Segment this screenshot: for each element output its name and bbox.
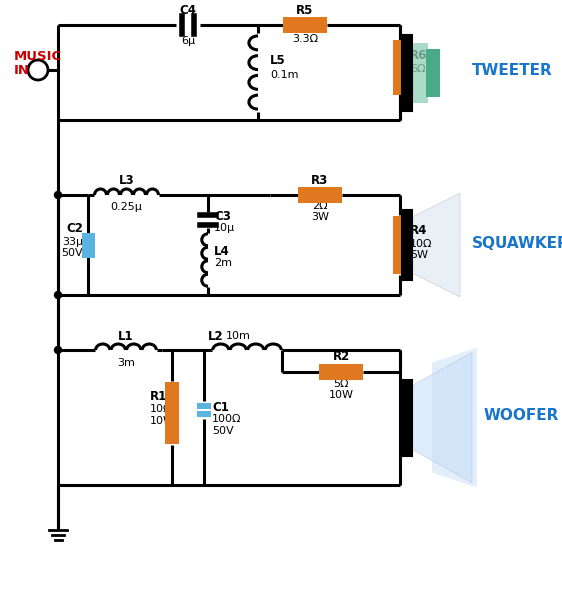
Bar <box>412 43 428 103</box>
Bar <box>197 410 211 416</box>
Bar <box>197 403 211 409</box>
Text: TWEETER: TWEETER <box>472 63 553 78</box>
Text: R6: R6 <box>410 49 427 62</box>
Circle shape <box>55 346 61 353</box>
Text: 0.1m: 0.1m <box>270 70 298 80</box>
Text: R4: R4 <box>410 224 427 238</box>
Text: 10W: 10W <box>329 390 353 400</box>
Bar <box>402 210 412 280</box>
Text: C3: C3 <box>214 209 231 223</box>
Text: 10μ: 10μ <box>214 223 235 233</box>
Text: C2: C2 <box>66 223 83 235</box>
Text: 33μ: 33μ <box>62 237 83 247</box>
Bar <box>393 216 407 274</box>
Bar <box>81 232 87 257</box>
Bar <box>283 17 327 33</box>
Text: 10m: 10m <box>226 331 251 341</box>
Bar <box>402 34 412 110</box>
Text: IN: IN <box>14 64 30 76</box>
Text: L1: L1 <box>118 329 134 343</box>
Text: L4: L4 <box>214 245 230 258</box>
Text: WOOFER: WOOFER <box>484 408 559 423</box>
Text: R2: R2 <box>332 350 350 364</box>
Bar <box>298 187 342 203</box>
Text: 50V: 50V <box>212 425 234 436</box>
Text: 6Ω: 6Ω <box>410 64 425 74</box>
Bar <box>83 232 93 257</box>
Text: R5: R5 <box>296 4 314 17</box>
Text: L2: L2 <box>208 329 224 343</box>
Text: 0.25μ: 0.25μ <box>111 202 142 212</box>
Circle shape <box>55 292 61 298</box>
Bar <box>165 382 179 443</box>
Bar <box>393 40 407 95</box>
Text: 100Ω: 100Ω <box>212 415 242 425</box>
Bar <box>402 379 412 455</box>
Polygon shape <box>412 193 460 297</box>
Text: 2m: 2m <box>214 259 232 269</box>
Text: 3.3Ω: 3.3Ω <box>292 34 318 44</box>
Bar <box>319 364 363 380</box>
Circle shape <box>55 191 61 199</box>
Text: 2Ω: 2Ω <box>312 201 328 211</box>
Bar <box>426 49 440 97</box>
Text: R3: R3 <box>311 175 329 187</box>
Text: L5: L5 <box>270 53 285 67</box>
Text: 5Ω: 5Ω <box>333 379 349 389</box>
Text: C4: C4 <box>179 4 197 17</box>
Text: C1: C1 <box>212 401 229 414</box>
Text: R1: R1 <box>150 390 167 403</box>
Text: L3: L3 <box>119 175 134 187</box>
Text: MUSIC: MUSIC <box>14 50 62 64</box>
Text: 3m: 3m <box>117 358 135 368</box>
Bar <box>89 232 94 257</box>
Text: SQUAWKER: SQUAWKER <box>472 235 562 251</box>
Polygon shape <box>432 347 477 487</box>
Text: 10W: 10W <box>150 416 175 427</box>
Text: 10Ω: 10Ω <box>410 239 433 249</box>
Text: 3W: 3W <box>311 212 329 222</box>
Text: 10Ω: 10Ω <box>150 404 173 415</box>
Polygon shape <box>412 352 472 482</box>
Text: 50V: 50V <box>61 248 83 258</box>
Text: 5W: 5W <box>410 250 428 260</box>
Text: 6μ: 6μ <box>181 36 195 46</box>
